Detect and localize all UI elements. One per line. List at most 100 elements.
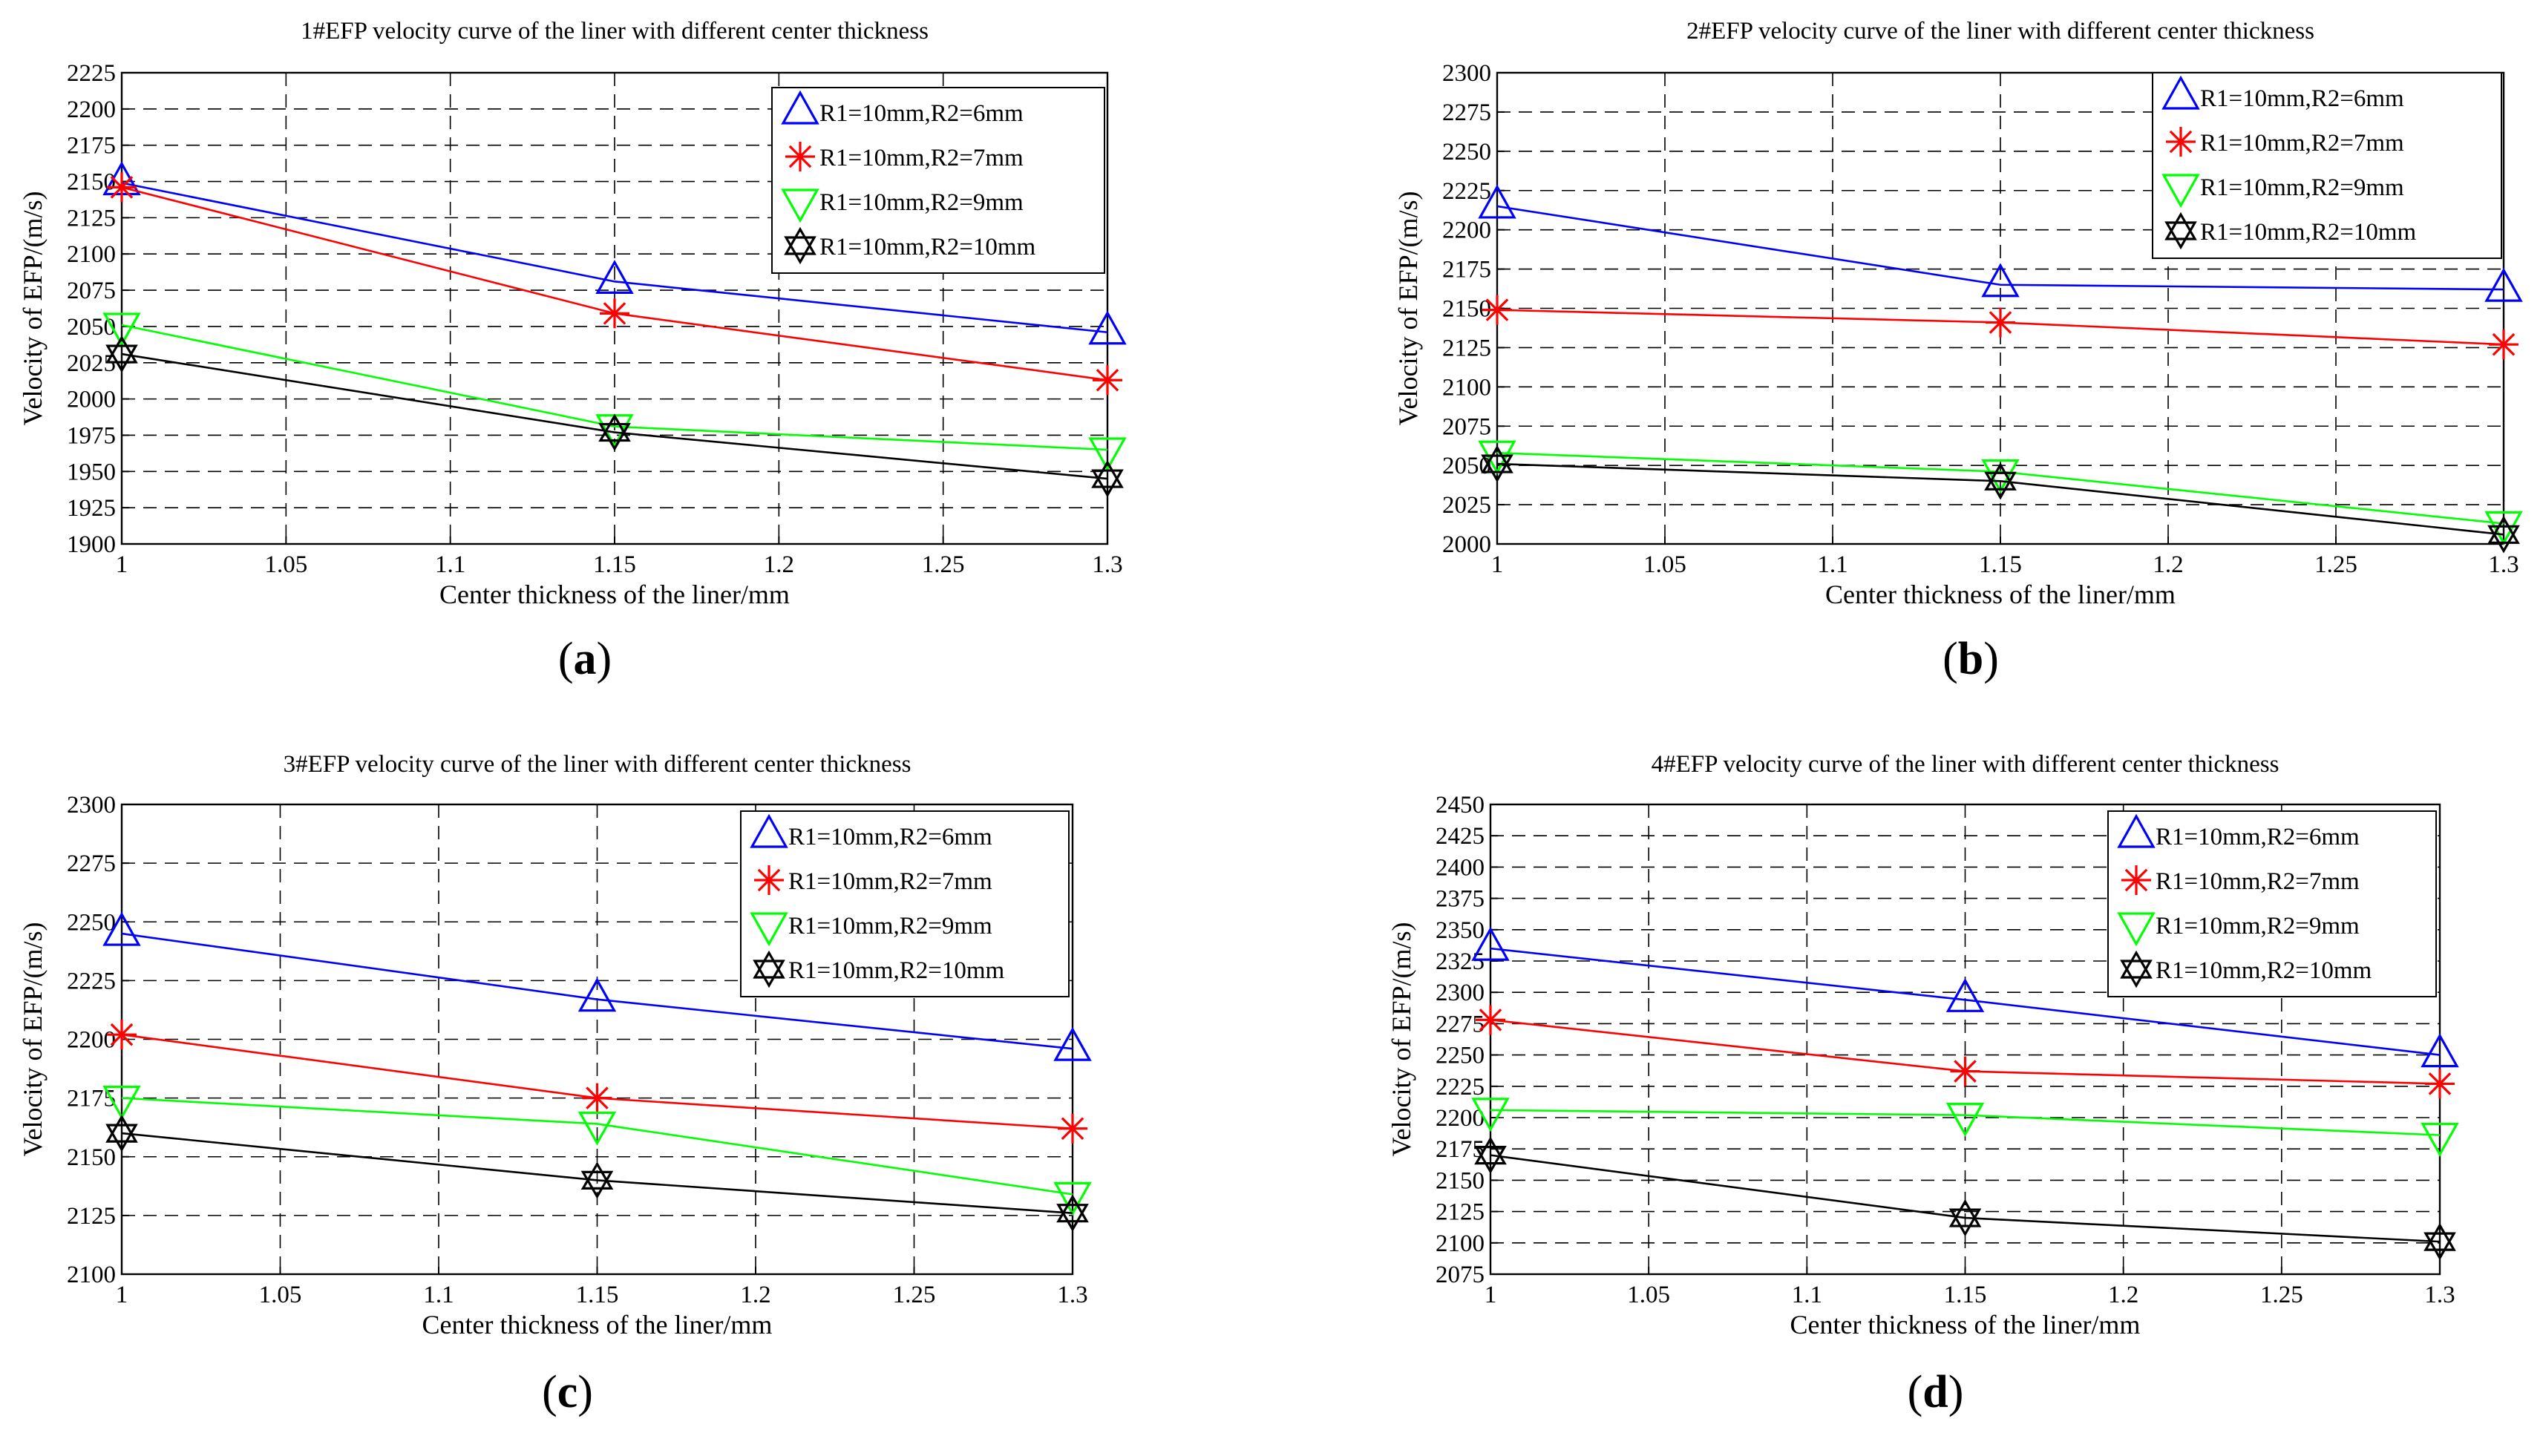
data-point [2487, 516, 2520, 554]
y-tick-label: 2175 [1442, 257, 1491, 283]
y-tick-label: 2200 [67, 96, 116, 123]
y-tick-label: 2450 [1436, 792, 1485, 819]
data-point [2421, 1123, 2459, 1157]
data-point [105, 335, 138, 373]
chart-panel-d: 4#EFP velocity curve of the liner with d… [1387, 751, 2459, 1339]
data-point [1478, 184, 1516, 219]
legend-marker [750, 813, 788, 848]
legend-marker [2164, 211, 2197, 250]
data-point [2421, 1033, 2459, 1068]
y-tick-label: 1975 [67, 422, 116, 449]
y-tick-label: 2175 [67, 133, 116, 160]
y-tick-label: 2375 [1436, 886, 1485, 913]
legend-label: R1=10mm,R2=7mm [788, 868, 992, 895]
y-tick-label: 2275 [67, 850, 116, 877]
data-point [598, 413, 631, 451]
y-tick-label: 2050 [67, 314, 116, 341]
chart-panel-c: 3#EFP velocity curve of the liner with d… [18, 751, 1092, 1339]
legend-item: R1=10mm,R2=6mm [750, 813, 992, 850]
legend-item: R1=10mm,R2=9mm [2117, 912, 2360, 947]
chart-panel-a: 1#EFP velocity curve of the liner with d… [18, 18, 1127, 609]
data-point [1088, 310, 1127, 345]
legend: R1=10mm,R2=6mm R1=10mm,R2=7mm R1=10mm,R2=9… [740, 810, 1070, 997]
data-point [582, 1083, 612, 1113]
y-tick-label: 2075 [67, 278, 116, 304]
series-line [121, 932, 1073, 1050]
data-point [1945, 1103, 1985, 1137]
y-tick-label: 2125 [67, 1203, 116, 1230]
series-3 [1478, 440, 2523, 545]
data-point [102, 911, 141, 946]
y-axis-label: Velocity of EFP/(m/s) [18, 191, 48, 426]
legend-marker [754, 865, 784, 895]
data-point [1471, 1098, 1510, 1132]
data-point [102, 1086, 141, 1120]
y-tick-label: 2150 [67, 169, 116, 196]
x-tick-label: 1.1 [1817, 551, 1847, 578]
data-point [105, 1114, 138, 1152]
legend-label: R1=10mm,R2=9mm [788, 913, 992, 939]
x-tick-label: 1 [116, 1282, 128, 1308]
x-tick-label: 1.3 [1057, 1282, 1087, 1308]
data-point [577, 1111, 617, 1146]
data-point [1981, 263, 2020, 298]
x-tick-label: 1.05 [259, 1282, 302, 1308]
y-tick-label: 2100 [1436, 1230, 1485, 1257]
legend-label: R1=10mm,R2=10mm [2200, 219, 2416, 246]
y-tick-label: 2225 [1442, 178, 1491, 205]
legend-item: R1=10mm,R2=9mm [750, 912, 992, 947]
series-line [121, 324, 1108, 451]
data-point [1091, 459, 1124, 498]
y-tick-label: 2125 [1436, 1199, 1485, 1226]
legend-item: R1=10mm,R2=6mm [781, 90, 1024, 127]
data-point [1474, 1136, 1507, 1174]
data-point [1093, 365, 1122, 396]
grid-lines [1490, 804, 2440, 1274]
x-tick-label: 1.2 [2108, 1282, 2138, 1308]
y-tick-label: 2125 [67, 205, 116, 232]
panel-label: (d) [1908, 1367, 1964, 1417]
chart-title: 3#EFP velocity curve of the liner with d… [284, 751, 912, 778]
legend-marker [2161, 174, 2200, 209]
series-line [121, 1097, 1073, 1196]
y-tick-label: 2275 [1436, 1011, 1485, 1037]
data-point [2484, 267, 2523, 302]
x-tick-label: 1 [116, 551, 128, 578]
y-tick-label: 2000 [67, 387, 116, 413]
data-point [1056, 1194, 1089, 1232]
y-tick-label: 2100 [67, 1262, 116, 1288]
data-point [1471, 926, 1510, 961]
y-tick-label: 2075 [1436, 1262, 1485, 1288]
data-point [1481, 445, 1513, 483]
data-point [1984, 462, 2017, 500]
series-4 [105, 1114, 1089, 1232]
series-4 [1481, 445, 2520, 554]
chart-title: 2#EFP velocity curve of the liner with d… [1686, 18, 2314, 45]
legend-label: R1=10mm,R2=6mm [2200, 85, 2404, 112]
y-axis-label: Velocity of EFP/(m/s) [1387, 922, 1416, 1157]
legend-label: R1=10mm,R2=7mm [819, 145, 1024, 171]
axes-box [1489, 803, 2441, 1276]
data-point [577, 977, 617, 1012]
y-tick-label: 2300 [1436, 980, 1485, 1006]
y-tick-label: 2225 [67, 968, 116, 994]
data-point [1981, 459, 2020, 493]
data-point [1482, 295, 1512, 325]
legend: R1=10mm,R2=6mm R1=10mm,R2=7mm R1=10mm,R2=9… [2107, 810, 2437, 997]
series-line [1496, 462, 2504, 536]
y-tick-label: 2200 [1442, 217, 1491, 244]
chart-title: 4#EFP velocity curve of the liner with d… [1652, 751, 2279, 778]
y-tick-label: 2225 [67, 60, 116, 87]
data-point [580, 1161, 614, 1199]
legend-item: R1=10mm,R2=7mm [754, 865, 992, 895]
data-point [102, 312, 141, 347]
x-tick-label: 1.15 [576, 1282, 619, 1308]
legend-label: R1=10mm,R2=7mm [2200, 130, 2404, 157]
x-tick-label: 1.3 [1092, 551, 1122, 578]
panel-label: (c) [542, 1367, 593, 1417]
y-tick-label: 2300 [67, 792, 116, 819]
series-3 [1471, 1098, 2459, 1157]
x-tick-label: 1.15 [1944, 1282, 1987, 1308]
y-tick-label: 2225 [1436, 1074, 1485, 1101]
legend-marker [784, 226, 816, 265]
